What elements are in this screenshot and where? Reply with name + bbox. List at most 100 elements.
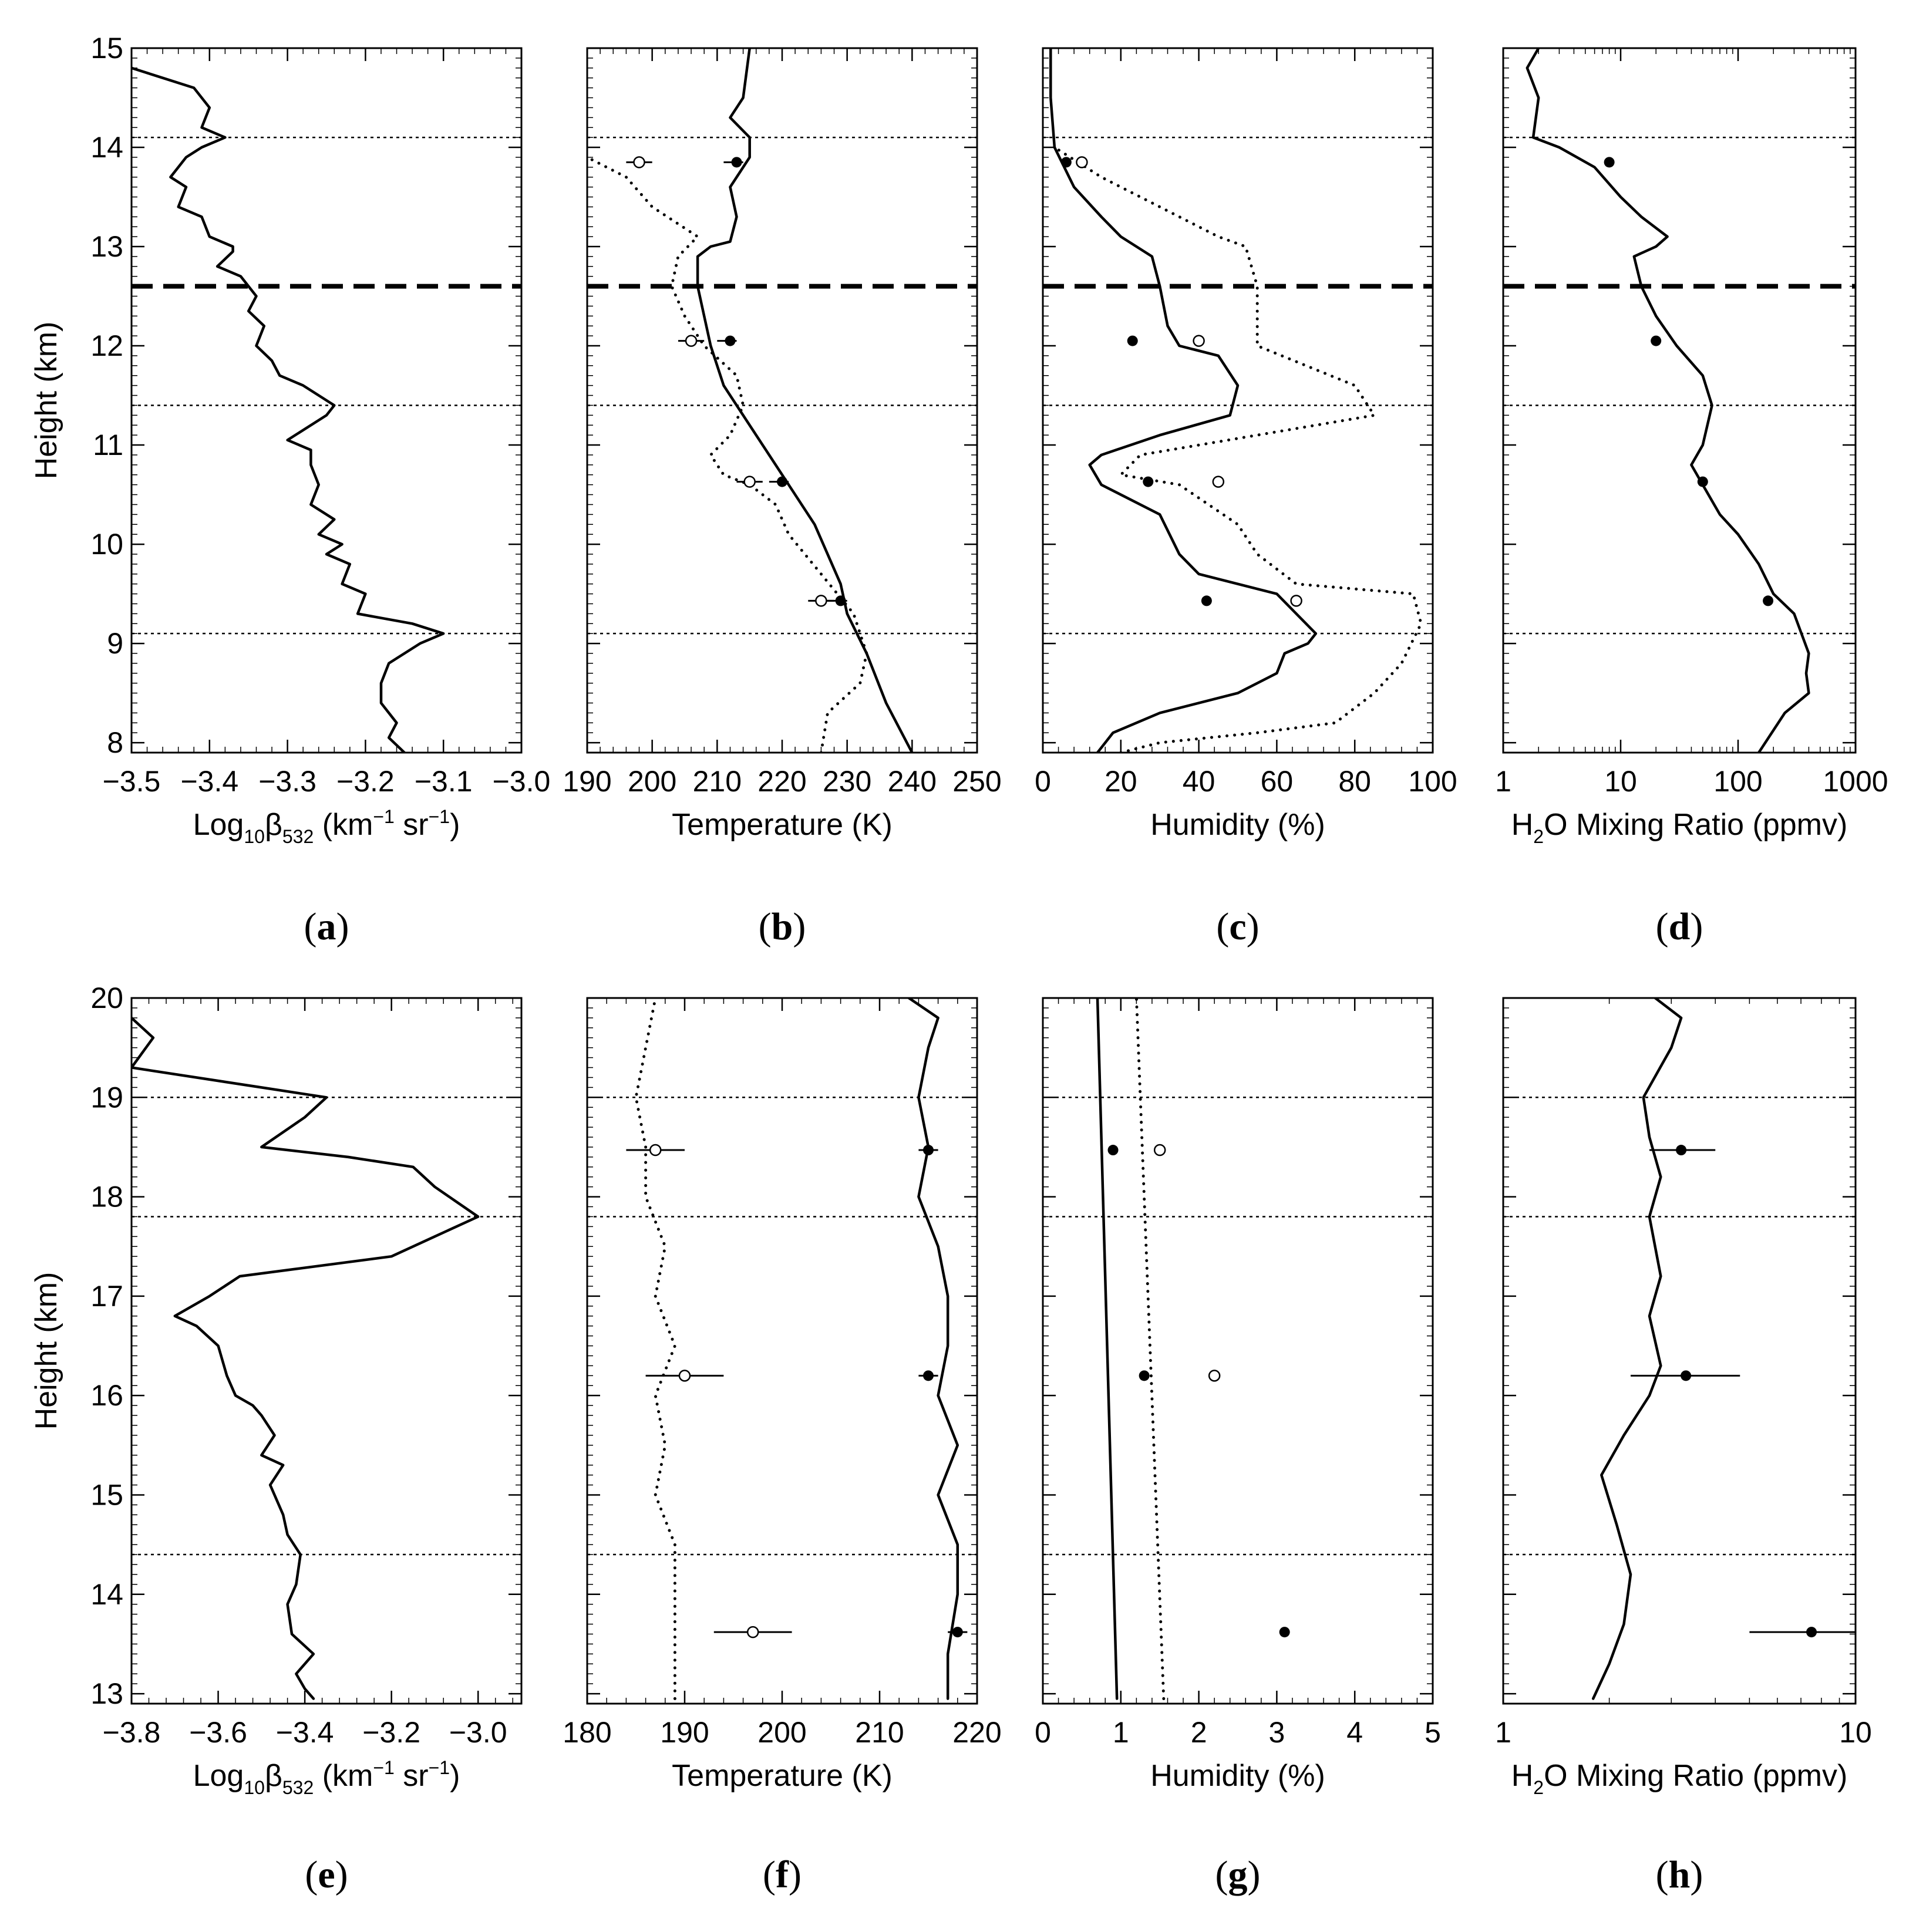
paren: )	[1248, 1853, 1261, 1896]
filled-marker	[1651, 335, 1662, 346]
paren: (	[1656, 1853, 1669, 1896]
filled-marker	[1604, 157, 1615, 168]
x-axis-label: Log10β532 (km−1 sr−1)	[193, 806, 460, 847]
axis-label-part: )	[450, 808, 460, 842]
series-line-dotted	[1053, 146, 1423, 753]
x-tick-label: 20	[1105, 765, 1137, 798]
x-tick-label: −3.2	[336, 765, 395, 798]
x-tick-label: 1000	[1823, 765, 1888, 798]
open-marker	[743, 476, 756, 488]
paren: (	[1215, 1853, 1228, 1896]
y-tick-label: 17	[90, 1280, 123, 1313]
plot-frame	[586, 47, 978, 754]
panel-d: 1 10 100 1000 H2O Mixing Ratio (ppmv) (d)	[1495, 47, 1888, 948]
x-tick-label: 210	[693, 765, 742, 798]
panel-letter: (g)	[1215, 1853, 1261, 1896]
paren: (	[759, 905, 772, 948]
series-line-solid	[1591, 998, 1683, 1700]
axis-label-part: H	[1511, 1759, 1534, 1793]
open-marker	[685, 335, 698, 347]
x-tick-label: −3.8	[103, 1716, 161, 1749]
series-line-solid	[1096, 998, 1119, 1700]
y-tick-label: 15	[90, 32, 123, 65]
y-axis-label: Height (km)	[29, 1272, 63, 1430]
filled-marker	[1763, 595, 1774, 606]
y-tick-label: 14	[90, 131, 123, 164]
paren: (	[304, 905, 317, 948]
filled-marker	[1143, 476, 1154, 487]
y-axis-label: Height (km)	[29, 322, 63, 480]
y-tick-label: 15	[90, 1478, 123, 1511]
paren: (	[305, 1853, 318, 1896]
axis-label-part: (km	[314, 808, 373, 842]
paren: )	[1247, 905, 1260, 948]
series-line-solid	[907, 998, 959, 1700]
y-tick-label: 9	[107, 627, 123, 660]
panel-b: 190 200 210 220 230 240 250 Temperature (K) (b)	[563, 47, 1002, 948]
x-tick-label: −3.3	[258, 765, 316, 798]
x-tick-label: −3.5	[103, 765, 161, 798]
open-marker	[1212, 476, 1225, 488]
open-marker	[1193, 335, 1205, 347]
x-tick-label: 190	[660, 1716, 709, 1749]
filled-marker	[923, 1145, 934, 1156]
filled-marker	[1806, 1627, 1817, 1638]
series-line-dotted	[1134, 998, 1166, 1700]
panel-letter: (h)	[1656, 1853, 1703, 1896]
x-axis-label: Humidity (%)	[1150, 808, 1325, 842]
series-line-dotted	[587, 156, 868, 753]
plot-frame	[130, 47, 523, 754]
y-tick-label: 11	[93, 429, 123, 461]
y-tick-label: 8	[107, 726, 123, 759]
x-tick-label: 40	[1183, 765, 1215, 798]
x-tick-label: 1	[1495, 765, 1511, 798]
filled-marker	[923, 1370, 934, 1381]
series-line-solid	[132, 1016, 480, 1700]
axis-label-part: β	[265, 1759, 282, 1793]
series-line-solid	[1049, 48, 1318, 753]
panel-letter-text: d	[1669, 905, 1691, 948]
x-tick-label: 0	[1035, 1716, 1051, 1749]
axis-label-part: Log	[193, 1759, 244, 1793]
x-tick-label: 220	[757, 765, 806, 798]
x-tick-label: 100	[1713, 765, 1762, 798]
filled-marker	[1279, 1627, 1290, 1638]
series-line-solid	[1526, 48, 1810, 753]
axis-label-part: 532	[282, 1777, 314, 1798]
open-marker	[815, 595, 827, 607]
x-tick-label: 210	[855, 1716, 904, 1749]
panel-letter: (e)	[305, 1853, 348, 1896]
paren: )	[336, 905, 349, 948]
panel-h: 1 10 H2O Mixing Ratio (ppmv) (h)	[1495, 997, 1872, 1896]
open-marker	[633, 156, 645, 168]
axis-label-part: sr	[395, 808, 429, 842]
paren: )	[1690, 1853, 1703, 1896]
panel-a: 8 9 10 11 12 13 14 15 Height (km) −3.5 −3.4 −3.3 −3.…	[29, 32, 550, 948]
axis-label-part: H	[1511, 808, 1534, 842]
x-axis-label: Temperature (K)	[672, 808, 893, 842]
y-tick-label: 16	[90, 1379, 123, 1412]
axis-label-part: 10	[244, 826, 265, 847]
filled-marker	[1681, 1370, 1692, 1381]
x-tick-label: 10	[1604, 765, 1637, 798]
axis-label-part: )	[450, 1759, 460, 1793]
paren: )	[1690, 905, 1703, 948]
axis-label-part: −1	[429, 1757, 450, 1778]
panel-letter-text: b	[772, 905, 793, 948]
x-tick-label: 190	[563, 765, 611, 798]
y-tick-label: 12	[90, 329, 123, 362]
x-axis-label: Log10β532 (km−1 sr−1)	[193, 1757, 460, 1798]
x-tick-label: 10	[1839, 1716, 1872, 1749]
x-tick-label: 1	[1495, 1716, 1511, 1749]
axis-label-part: Log	[193, 808, 244, 842]
filled-marker	[1060, 157, 1072, 168]
axis-label-part: O Mixing Ratio (ppmv)	[1544, 808, 1847, 842]
x-tick-label: 5	[1425, 1716, 1441, 1749]
x-tick-label: 200	[628, 765, 676, 798]
panel-letter-text: g	[1228, 1853, 1248, 1896]
open-marker	[746, 1626, 759, 1638]
x-tick-label: −3.1	[415, 765, 473, 798]
filled-marker	[1697, 476, 1708, 487]
